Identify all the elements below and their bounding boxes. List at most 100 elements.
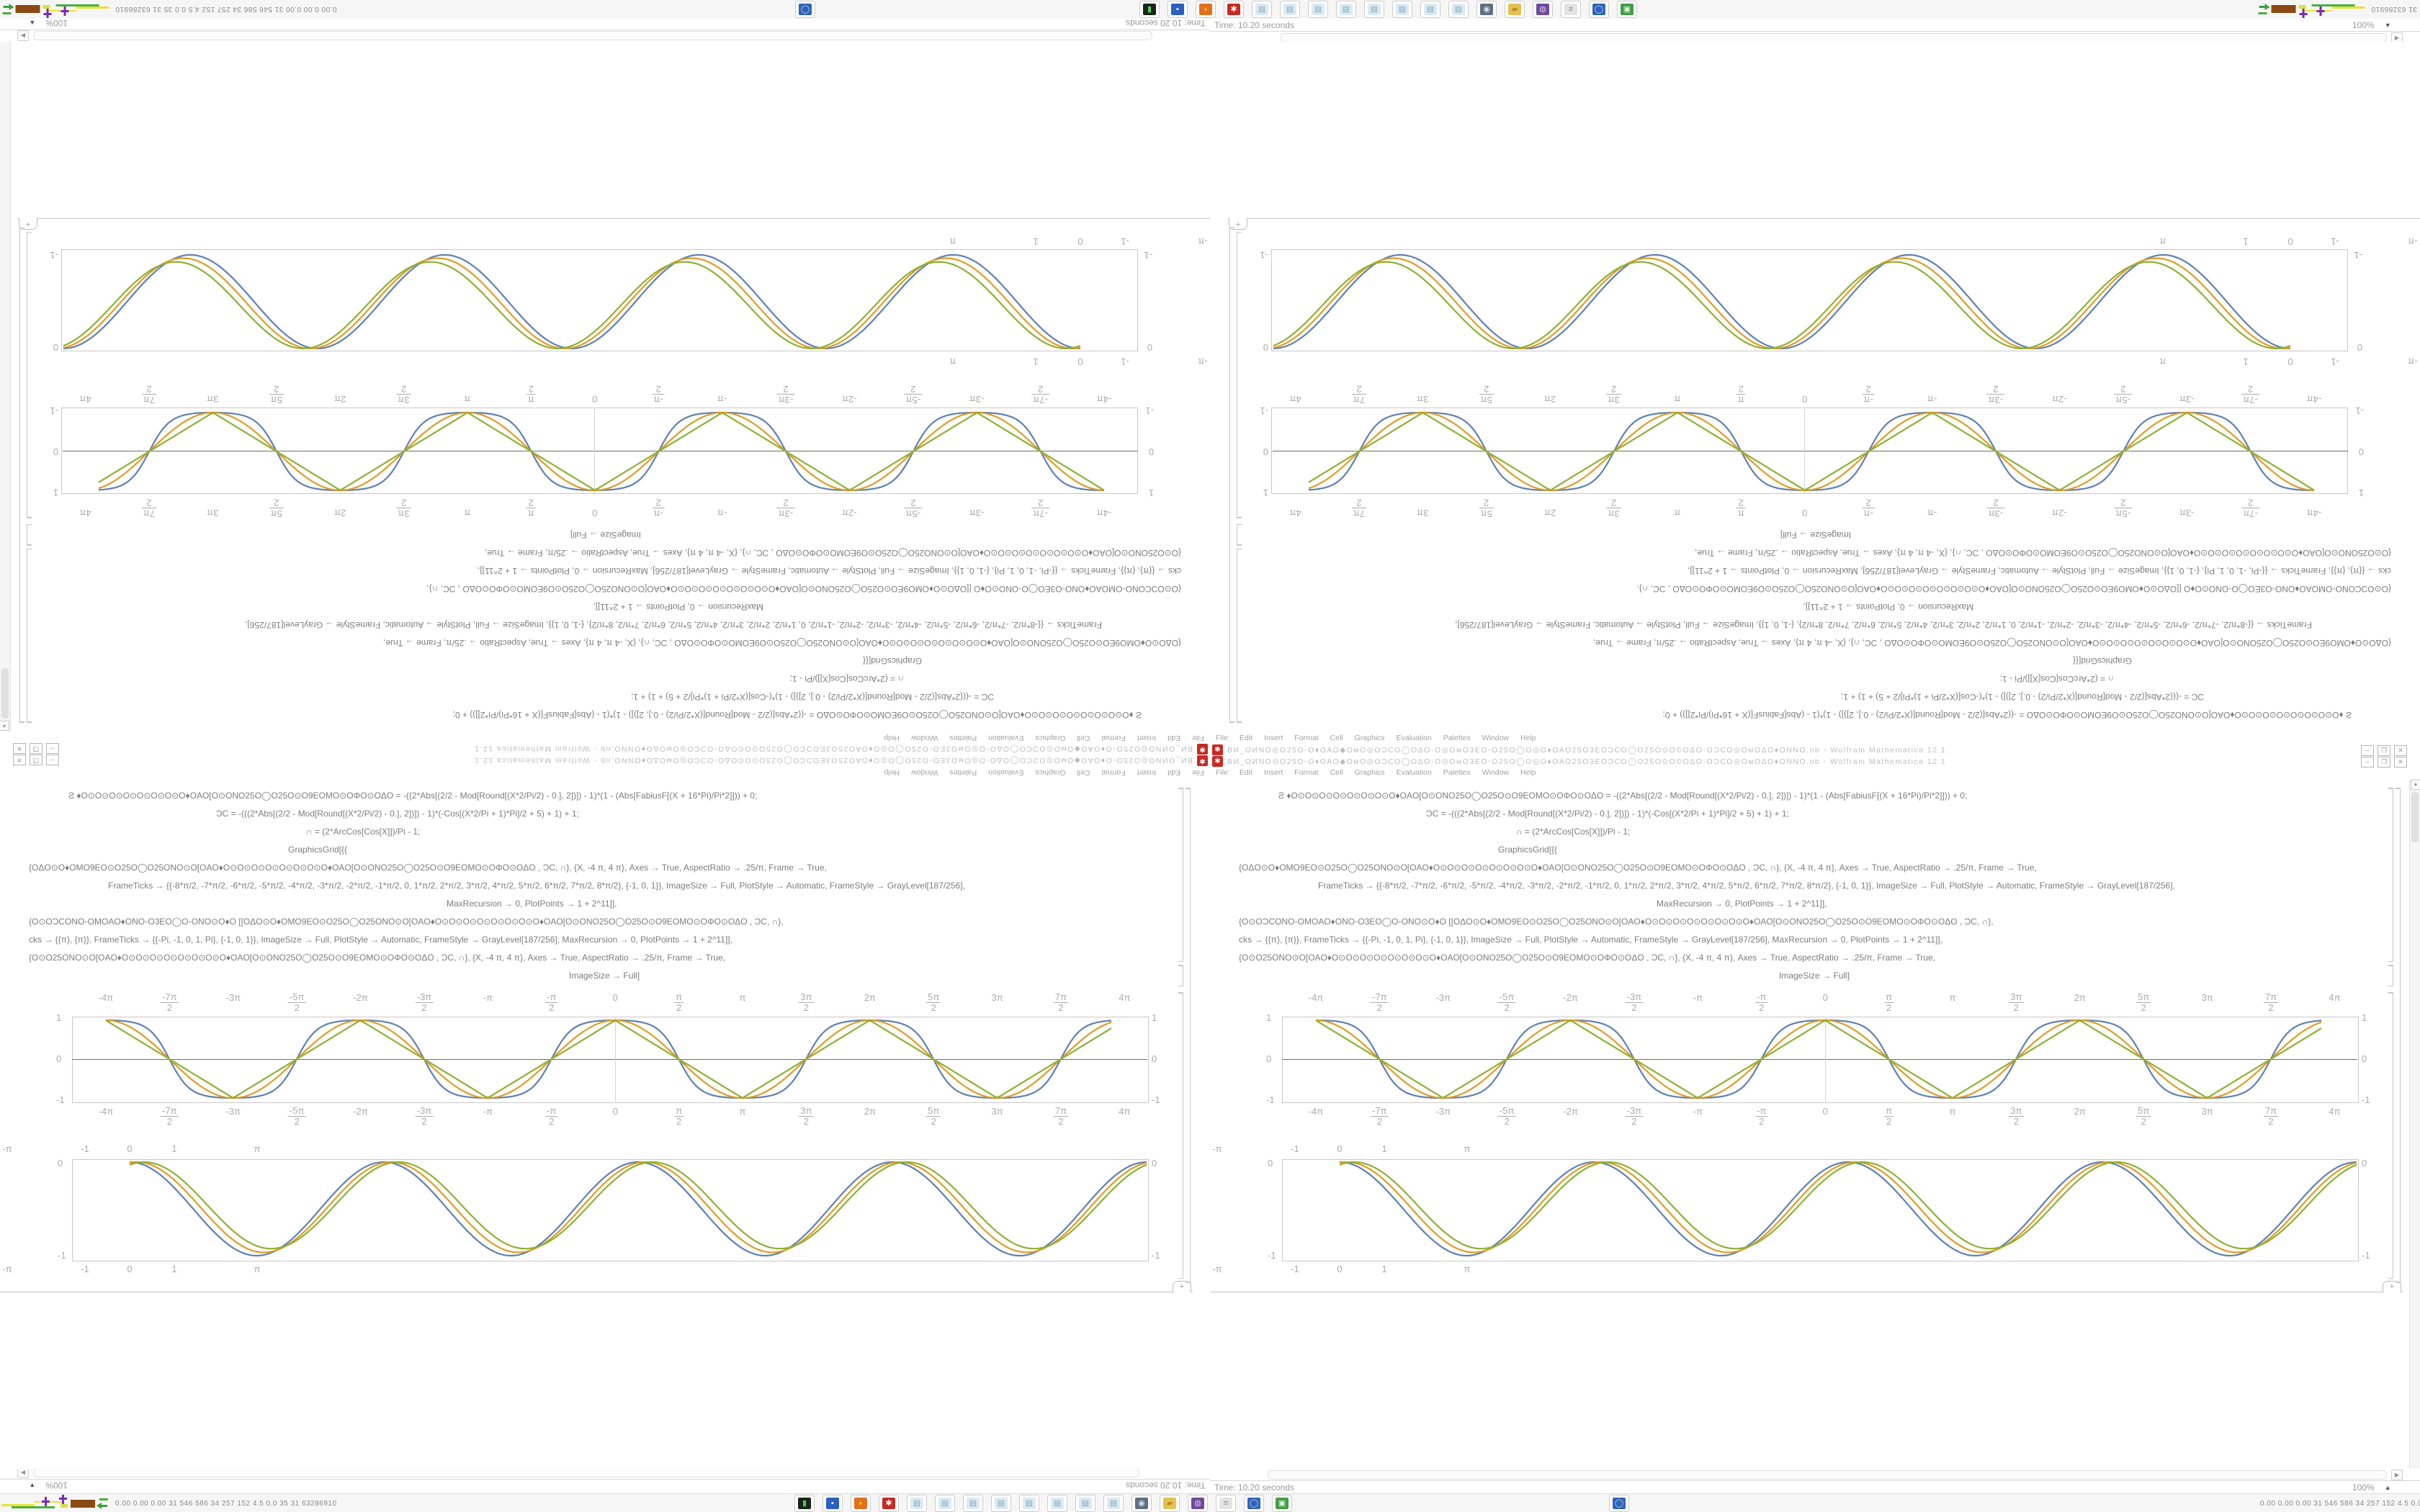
menu-item-cell[interactable]: Cell (1330, 768, 1343, 777)
magnification-caret-icon[interactable]: ▲ (29, 19, 36, 27)
vertical-scrollbar[interactable]: ▲ (0, 42, 11, 732)
magnification-caret-icon[interactable]: ▼ (2384, 22, 2391, 29)
cell-bracket[interactable] (1237, 524, 1242, 546)
cell-insert-line[interactable] (1227, 218, 2420, 219)
mathematica-icon[interactable]: ✱ (1224, 1, 1244, 18)
cell-bracket[interactable] (1178, 992, 1183, 1279)
menu-item-palettes[interactable]: Palettes (949, 734, 977, 742)
notepad-icon[interactable]: ▤ (1103, 1495, 1124, 1512)
globe-icon[interactable]: ◯ (795, 1, 815, 18)
menu-item-palettes[interactable]: Palettes (949, 768, 977, 777)
cell-bracket[interactable] (1178, 965, 1183, 986)
menu-item-file[interactable]: File (1192, 768, 1204, 777)
menu-item-evaluation[interactable]: Evaluation (988, 734, 1024, 742)
cell-bracket[interactable] (2388, 992, 2393, 1279)
cell-bracket[interactable] (27, 549, 32, 723)
notepad-icon[interactable]: ▤ (1336, 1, 1356, 18)
notepad-icon[interactable]: ▤ (935, 1495, 955, 1512)
menu-item-format[interactable]: Format (1101, 734, 1126, 742)
menu-item-insert[interactable]: Insert (1264, 734, 1283, 742)
menu-item-edit[interactable]: Edit (1239, 734, 1253, 742)
globe-icon[interactable]: ◯ (1609, 1495, 1629, 1512)
menu-item-insert[interactable]: Insert (1137, 734, 1156, 742)
gimp-icon[interactable]: ◍ (1188, 1495, 1208, 1512)
menu-item-file[interactable]: File (1216, 768, 1228, 777)
notepad-icon[interactable]: ▤ (1047, 1495, 1067, 1512)
menu-item-cell[interactable]: Cell (1077, 768, 1090, 777)
restore-button[interactable]: ❐ (30, 755, 42, 765)
firefox-icon[interactable]: ◗ (851, 1495, 871, 1512)
close-button[interactable]: ✕ (13, 743, 26, 754)
mathematica-icon[interactable]: ✱ (879, 1495, 899, 1512)
restore-button[interactable]: ❐ (30, 743, 42, 754)
cell-bracket[interactable] (2388, 788, 2393, 962)
folder-icon[interactable]: ▰ (1160, 1495, 1180, 1512)
menu-item-file[interactable]: File (1192, 734, 1204, 742)
minimize-button[interactable]: – (46, 755, 59, 765)
scroll-up-button[interactable]: ▲ (0, 721, 9, 731)
menu-item-evaluation[interactable]: Evaluation (1396, 768, 1432, 777)
scrollbar-thumb[interactable] (1, 668, 9, 719)
close-button[interactable]: ✕ (13, 755, 26, 765)
cell-bracket[interactable] (1229, 228, 1234, 723)
cell-bracket[interactable] (27, 524, 32, 546)
menu-item-insert[interactable]: Insert (1264, 768, 1283, 777)
menu-item-graphics[interactable]: Graphics (1354, 734, 1385, 742)
webcam-icon[interactable]: ◉ (1476, 1, 1497, 18)
notes-icon[interactable]: ≡ (1216, 1495, 1236, 1512)
cell-insert-line[interactable] (17, 218, 1210, 219)
cell-bracket[interactable] (2396, 788, 2401, 1283)
menu-item-palettes[interactable]: Palettes (1443, 734, 1471, 742)
gimp-icon[interactable]: ◍ (1533, 1, 1553, 18)
menu-item-help[interactable]: Help (1520, 734, 1536, 742)
menu-item-evaluation[interactable]: Evaluation (1396, 734, 1432, 742)
magnification-value[interactable]: 100% (45, 1480, 68, 1490)
scrollbar-channel[interactable] (33, 31, 1152, 40)
menu-item-cell[interactable]: Cell (1077, 734, 1090, 742)
notepad-icon[interactable]: ▤ (1420, 1, 1440, 18)
notepad-icon[interactable]: ▤ (1364, 1, 1384, 18)
scroll-right-button[interactable]: ▶ (17, 1467, 29, 1478)
menu-item-graphics[interactable]: Graphics (1354, 768, 1385, 777)
floppy-save-icon[interactable]: ▪ (1168, 1, 1188, 18)
menu-item-help[interactable]: Help (1520, 768, 1536, 777)
menu-item-help[interactable]: Help (884, 734, 900, 742)
scrollbar-channel[interactable] (33, 1468, 1139, 1477)
cell-bracket[interactable] (27, 232, 32, 518)
horizontal-scrollbar-bottom[interactable]: ▶ (0, 30, 1210, 42)
notepad-icon[interactable]: ▤ (1075, 1495, 1095, 1512)
scroll-up-button[interactable]: ▲ (2411, 780, 2420, 790)
menu-item-graphics[interactable]: Graphics (1035, 768, 1066, 777)
notepad-icon[interactable]: ▤ (991, 1495, 1011, 1512)
menu-item-format[interactable]: Format (1101, 768, 1126, 777)
horizontal-scrollbar-bottom[interactable]: ▶ (1210, 1469, 2420, 1480)
scrollbar-thumb[interactable] (2411, 792, 2419, 842)
globe-icon[interactable]: ◯ (1244, 1495, 1264, 1512)
floppy-save-icon[interactable]: ▪ (823, 1495, 843, 1512)
folder-icon[interactable]: ▰ (1505, 1, 1525, 18)
notepad-icon[interactable]: ▤ (1252, 1, 1272, 18)
notepad-icon[interactable]: ▤ (907, 1495, 927, 1512)
cell-bracket[interactable] (1186, 788, 1191, 1283)
menu-item-window[interactable]: Window (910, 768, 938, 777)
close-button[interactable]: ✕ (2394, 757, 2407, 768)
horizontal-scrollbar-top[interactable]: ▶ (0, 1467, 1210, 1479)
drive-icon[interactable]: ▣ (1617, 1, 1637, 18)
menu-item-edit[interactable]: Edit (1167, 768, 1181, 777)
vertical-scrollbar[interactable]: ▲ (2409, 779, 2420, 1469)
notepad-icon[interactable]: ▤ (963, 1495, 983, 1512)
magnification-value[interactable]: 100% (2352, 1482, 2375, 1492)
cell-bracket[interactable] (1237, 549, 1242, 723)
menu-item-window[interactable]: Window (1482, 734, 1510, 742)
notepad-icon[interactable]: ▤ (1392, 1, 1412, 18)
magnification-value[interactable]: 100% (2352, 20, 2375, 30)
restore-button[interactable]: ❐ (2378, 757, 2390, 768)
horizontal-scrollbar-top[interactable]: ▶ (1210, 32, 2420, 43)
menu-item-window[interactable]: Window (910, 734, 938, 742)
menu-item-format[interactable]: Format (1294, 768, 1319, 777)
cell-bracket[interactable] (1237, 232, 1242, 518)
menu-item-format[interactable]: Format (1294, 734, 1319, 742)
menu-item-window[interactable]: Window (1482, 768, 1510, 777)
scroll-right-button[interactable]: ▶ (17, 30, 29, 41)
terminal-icon[interactable]: ▮ (794, 1495, 815, 1512)
